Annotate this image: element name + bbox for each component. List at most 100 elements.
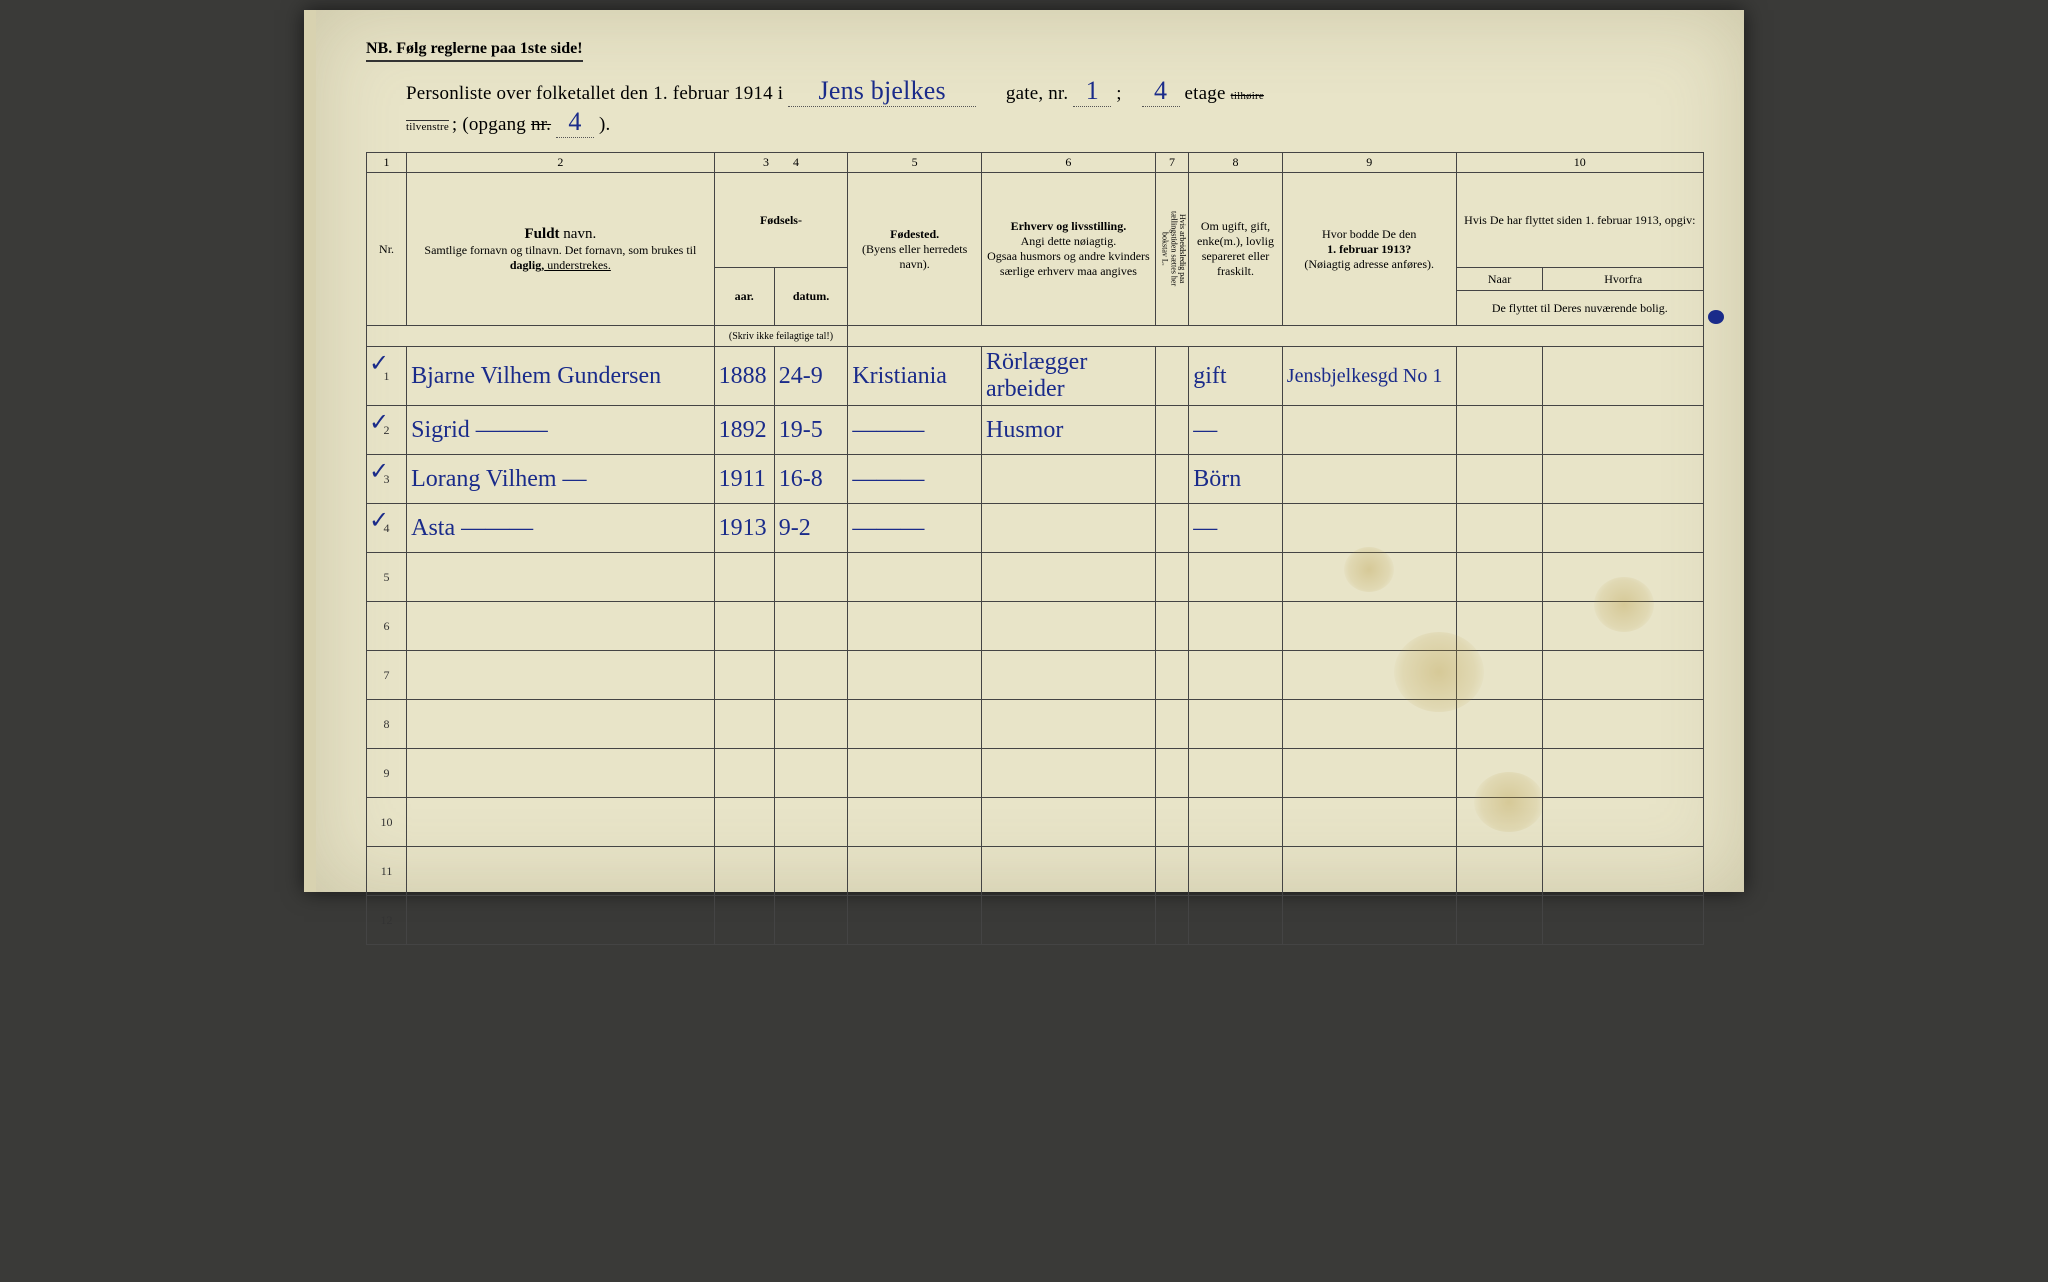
cell-status: —: [1189, 504, 1283, 553]
cell-erhverv: [982, 798, 1156, 847]
cell-naar: [1456, 406, 1543, 455]
cell-naar: [1456, 700, 1543, 749]
cell-fodested: Kristiania: [848, 347, 982, 406]
colnum-9: 9: [1282, 153, 1456, 173]
row-nr: 9: [367, 749, 407, 798]
cell-name: [407, 602, 715, 651]
hdr-col10-top: Hvis De har flyttet siden 1. februar 191…: [1456, 173, 1703, 268]
cell-aar: 1892: [714, 406, 774, 455]
cell-fodested: [848, 749, 982, 798]
cell-hvorfra: [1543, 553, 1704, 602]
cell-erhverv: [982, 896, 1156, 945]
cell-fodested: [848, 651, 982, 700]
cell-datum: [774, 798, 848, 847]
cell-naar: [1456, 847, 1543, 896]
colnum-10: 10: [1456, 153, 1703, 173]
cell-erhverv: [982, 847, 1156, 896]
cell-c7: [1155, 553, 1188, 602]
cell-fodested: [848, 896, 982, 945]
cell-addr: [1282, 455, 1456, 504]
cell-hvorfra: [1543, 896, 1704, 945]
cell-fodested: ———: [848, 455, 982, 504]
table-row: ✓3Lorang Vilhem —191116-8———Börn: [367, 455, 1704, 504]
cell-naar: [1456, 798, 1543, 847]
cell-datum: [774, 749, 848, 798]
cell-c7: [1155, 847, 1188, 896]
hdr-col10-sub: De flyttet til Deres nuværende bolig.: [1456, 291, 1703, 326]
table-row: 7: [367, 651, 1704, 700]
row-nr: 8: [367, 700, 407, 749]
cell-datum: 16-8: [774, 455, 848, 504]
etage-val: 4: [1142, 76, 1180, 107]
cell-datum: [774, 602, 848, 651]
row-nr: ✓1: [367, 347, 407, 406]
cell-name: [407, 700, 715, 749]
cell-erhverv: [982, 504, 1156, 553]
cell-hvorfra: [1543, 847, 1704, 896]
cell-naar: [1456, 651, 1543, 700]
cell-datum: 24-9: [774, 347, 848, 406]
cell-c7: [1155, 455, 1188, 504]
cell-aar: [714, 896, 774, 945]
colnum-8: 8: [1189, 153, 1283, 173]
cell-hvorfra: [1543, 651, 1704, 700]
cell-aar: [714, 700, 774, 749]
hdr-col8: Om ugift, gift, enke(m.), lovlig separer…: [1189, 173, 1283, 326]
hdr-skriv: (Skriv ikke feilagtige tal!): [714, 326, 848, 347]
row-nr: ✓2: [367, 406, 407, 455]
cell-hvorfra: [1543, 406, 1704, 455]
row-nr: ✓4: [367, 504, 407, 553]
table-row: 11: [367, 847, 1704, 896]
hdr-datum: datum.: [774, 268, 848, 326]
table-row: 9: [367, 749, 1704, 798]
table-row: 6: [367, 602, 1704, 651]
cell-addr: [1282, 406, 1456, 455]
cell-naar: [1456, 896, 1543, 945]
table-row: ✓2Sigrid ———189219-5———Husmor—: [367, 406, 1704, 455]
hdr-nr: Nr.: [367, 173, 407, 326]
cell-c7: [1155, 749, 1188, 798]
colnum-5: 5: [848, 153, 982, 173]
row-nr: ✓3: [367, 455, 407, 504]
cell-c7: [1155, 798, 1188, 847]
cell-name: [407, 798, 715, 847]
census-table: 1 2 3 4 5 6 7 8 9 10 Nr. Fuldt navn. Sam…: [366, 152, 1704, 945]
cell-aar: [714, 602, 774, 651]
cell-addr: [1282, 700, 1456, 749]
cell-aar: 1913: [714, 504, 774, 553]
row-nr: 10: [367, 798, 407, 847]
table-row: 8: [367, 700, 1704, 749]
cell-status: [1189, 602, 1283, 651]
cell-naar: [1456, 504, 1543, 553]
cell-naar: [1456, 347, 1543, 406]
cell-addr: [1282, 798, 1456, 847]
cell-fodested: [848, 602, 982, 651]
hdr-navn: Fuldt navn. Samtlige fornavn og tilnavn.…: [407, 173, 715, 326]
cell-naar: [1456, 602, 1543, 651]
cell-erhverv: [982, 749, 1156, 798]
cell-name: Lorang Vilhem —: [407, 455, 715, 504]
nb-line: NB. Følg reglerne paa 1ste side!: [366, 40, 583, 62]
cell-addr: [1282, 749, 1456, 798]
cell-erhverv: Husmor: [982, 406, 1156, 455]
cell-name: [407, 847, 715, 896]
street-name: Jens bjelkes: [788, 76, 976, 107]
cell-addr: Jensbjelkesgd No 1: [1282, 347, 1456, 406]
colnum-6: 6: [982, 153, 1156, 173]
cell-hvorfra: [1543, 455, 1704, 504]
cell-status: Börn: [1189, 455, 1283, 504]
cell-hvorfra: [1543, 347, 1704, 406]
cell-erhverv: [982, 602, 1156, 651]
table-body: ✓1Bjarne Vilhem Gundersen188824-9Kristia…: [367, 347, 1704, 945]
opgang-label: ; (opgang: [452, 114, 526, 135]
cell-datum: [774, 847, 848, 896]
cell-naar: [1456, 553, 1543, 602]
colnum-2: 2: [407, 153, 715, 173]
row-nr: 5: [367, 553, 407, 602]
cell-datum: 19-5: [774, 406, 848, 455]
cell-name: Asta ———: [407, 504, 715, 553]
colnum-7: 7: [1155, 153, 1188, 173]
cell-hvorfra: [1543, 749, 1704, 798]
hdr-aar: aar.: [714, 268, 774, 326]
title-pre: Personliste over folketallet den 1. febr…: [406, 83, 783, 104]
